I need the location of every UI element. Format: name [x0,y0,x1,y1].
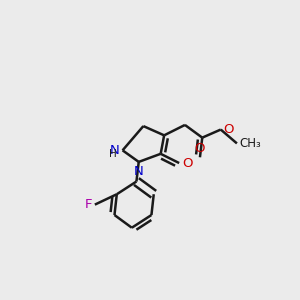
Text: N: N [110,144,120,157]
Text: CH₃: CH₃ [240,137,261,150]
Text: O: O [182,157,192,169]
Text: H: H [109,149,117,159]
Text: O: O [195,142,205,154]
Text: N: N [134,165,144,178]
Text: F: F [85,198,92,211]
Text: O: O [224,123,234,136]
